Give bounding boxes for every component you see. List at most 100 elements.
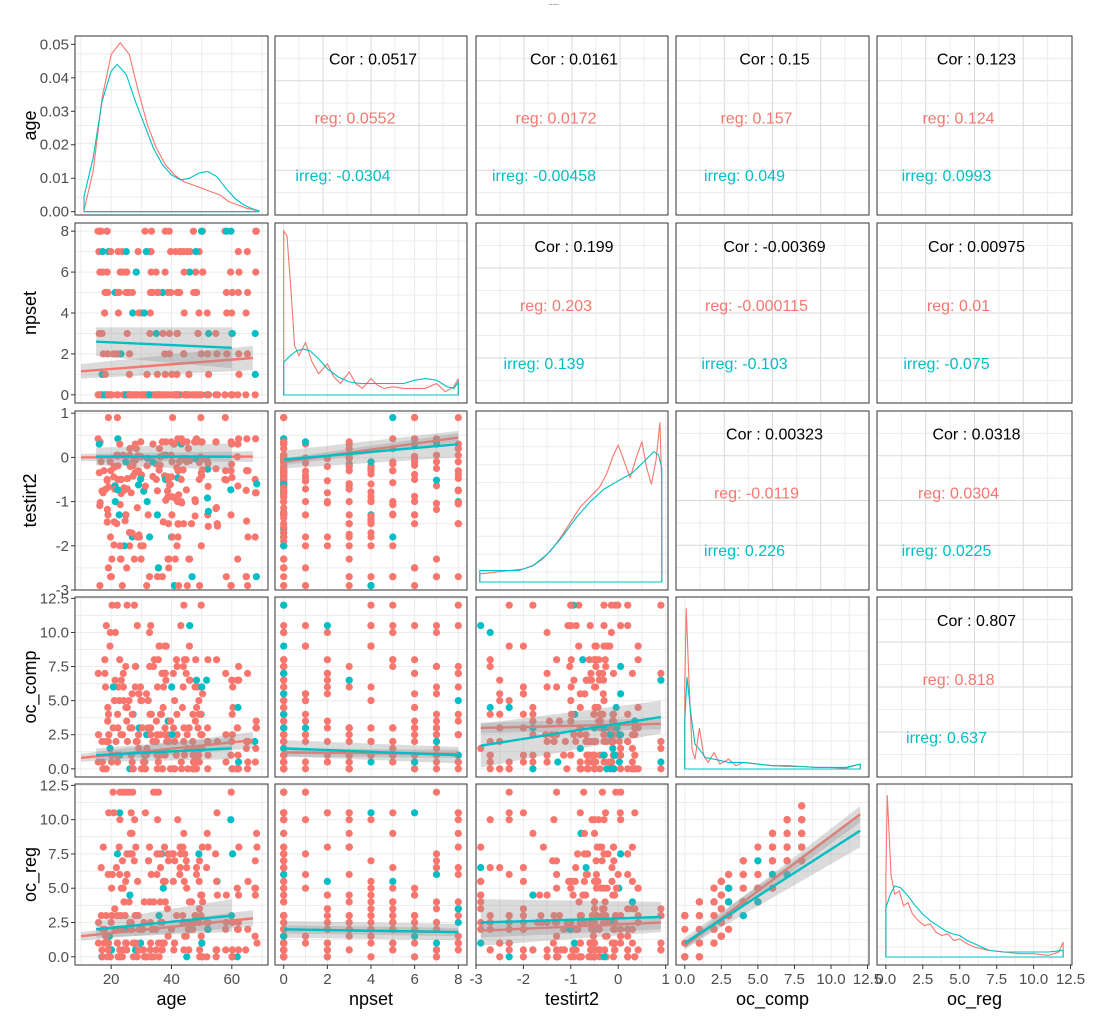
point-reg [624, 737, 632, 746]
point-reg [164, 857, 173, 865]
point-reg [181, 850, 189, 858]
point-reg [454, 662, 462, 671]
point-reg [612, 884, 621, 892]
point-reg [345, 542, 353, 550]
point-reg [345, 737, 353, 746]
point-reg [126, 542, 134, 550]
point-reg [634, 703, 642, 712]
point-reg [182, 486, 190, 494]
point-reg [110, 518, 118, 526]
point-irreg [155, 912, 163, 920]
point-reg [128, 758, 136, 766]
x-tick-label: -3 [469, 971, 482, 988]
point-reg [549, 939, 558, 947]
point-reg [173, 710, 181, 718]
y-axis-label: testirt2 [20, 473, 40, 527]
confidence-band-irreg [96, 899, 232, 938]
point-reg [600, 642, 608, 650]
point-reg [609, 717, 618, 725]
point-reg [135, 690, 143, 698]
point-reg [557, 946, 565, 954]
point-reg [242, 744, 250, 753]
scatter-npset-age [94, 227, 260, 399]
y-tick-label: 0 [61, 387, 69, 404]
point-reg [611, 946, 619, 954]
point-reg [617, 925, 625, 933]
point-reg [301, 542, 310, 550]
point-reg [389, 898, 397, 906]
point-reg [153, 765, 161, 773]
point-reg [105, 731, 113, 739]
point-reg [657, 905, 665, 913]
point-reg [454, 669, 462, 678]
point-reg [432, 499, 441, 507]
point-reg [710, 898, 718, 906]
density-irreg-oc_reg [885, 885, 1064, 958]
point-reg [411, 582, 419, 590]
point-reg [104, 350, 112, 358]
point-reg [146, 946, 154, 954]
point-reg [222, 467, 230, 475]
point-reg [389, 467, 397, 475]
panel-border [475, 596, 669, 778]
point-irreg [253, 480, 261, 488]
point-reg [123, 475, 131, 483]
point-reg [176, 864, 184, 872]
point-irreg [223, 227, 231, 235]
point-reg [214, 391, 222, 399]
point-irreg [432, 870, 441, 879]
point-reg [345, 758, 353, 766]
point-irreg [183, 953, 191, 961]
point-reg [155, 642, 163, 650]
point-reg [171, 494, 179, 502]
point-irreg [114, 486, 122, 494]
point-reg [454, 946, 462, 954]
point-reg [710, 939, 718, 947]
point-reg [411, 656, 419, 664]
point-reg [454, 932, 462, 940]
point-reg [114, 288, 122, 297]
point-reg [798, 829, 806, 838]
point-reg [590, 765, 599, 773]
point-irreg [628, 898, 637, 906]
point-reg [725, 925, 733, 933]
point-reg [634, 884, 642, 892]
point-reg [244, 877, 252, 886]
point-reg [345, 485, 353, 493]
point-reg [607, 758, 615, 766]
point-reg [432, 731, 441, 739]
point-reg [156, 898, 164, 906]
point-reg [172, 751, 180, 759]
point-reg [563, 765, 571, 773]
point-reg [389, 479, 397, 487]
point-reg [134, 467, 142, 475]
point-reg [567, 622, 575, 630]
point-reg [158, 438, 166, 446]
point-reg [146, 309, 154, 317]
point-reg [323, 683, 331, 691]
point-reg [103, 476, 111, 485]
point-reg [113, 939, 121, 947]
point-reg [717, 891, 725, 899]
point-reg [411, 717, 419, 725]
x-tick-label: 0.0 [875, 971, 896, 988]
x-tick-label: 20 [103, 971, 120, 988]
correlation-irreg-label: irreg: 0.139 [504, 356, 585, 373]
point-reg [99, 843, 107, 851]
point-reg [108, 912, 116, 920]
point-reg [120, 788, 128, 796]
point-reg [432, 464, 441, 472]
point-reg [116, 946, 124, 954]
point-reg [104, 483, 113, 491]
point-reg [227, 268, 235, 276]
point-irreg [204, 925, 212, 933]
point-reg [179, 683, 187, 691]
point-reg [196, 582, 204, 590]
point-irreg [323, 877, 331, 886]
point-reg [454, 843, 462, 851]
point-reg [768, 829, 777, 838]
point-reg [550, 912, 558, 920]
point-reg [543, 737, 551, 746]
point-reg [195, 905, 204, 913]
point-reg [594, 946, 603, 954]
